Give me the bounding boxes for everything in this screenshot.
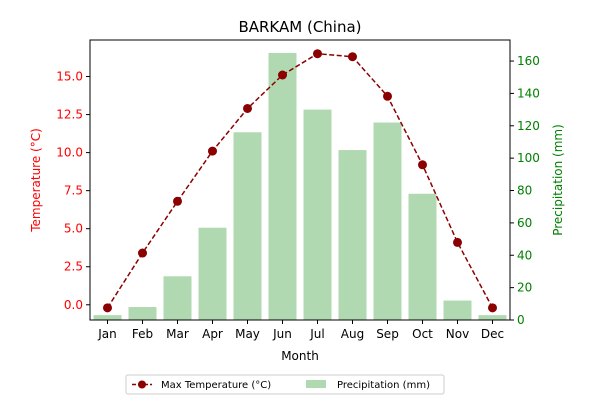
- x-axis-tick-label: Aug: [341, 327, 364, 341]
- legend-label-temperature: Max Temperature (°C): [161, 380, 271, 391]
- legend-label-precipitation: Precipitation (mm): [337, 380, 430, 391]
- x-axis-tick-label: Dec: [481, 327, 504, 341]
- x-axis-label: Month: [281, 349, 319, 363]
- precip-bar-oct: [408, 193, 437, 320]
- temperature-point-mar: [173, 196, 182, 206]
- left-axis-tick-label: 10.0: [56, 146, 83, 160]
- x-axis-tick-label: Jul: [309, 327, 324, 341]
- temperature-point-may: [243, 103, 252, 113]
- temperature-point-oct: [418, 160, 427, 170]
- temperature-point-jul: [313, 49, 322, 59]
- legend-frame: [125, 374, 445, 395]
- left-axis-tick-label: 0.0: [64, 298, 83, 312]
- x-axis-tick-label: Nov: [446, 327, 469, 341]
- precip-bar-nov: [443, 300, 472, 320]
- temperature-point-apr: [208, 146, 217, 156]
- axes: 0.0 2.5 5.0 7.5 10.0 12.5 15.0 0 20 40 60 80 100 120 1…: [56, 39, 540, 341]
- left-axis-tick-label: 7.5: [64, 184, 83, 198]
- right-axis-tick-label: 160: [517, 54, 540, 68]
- x-axis-tick-label: Sep: [376, 327, 399, 341]
- left-axis-tick-label: 5.0: [64, 222, 83, 236]
- temperature-line-path: [106, 52, 494, 309]
- right-axis-tick-label: 80: [517, 184, 532, 198]
- temperature-point-nov: [453, 237, 462, 247]
- left-axis-label: Temperature (°C): [29, 128, 43, 233]
- temperature-point-jan: [103, 303, 112, 313]
- legend-bar-swatch: [306, 380, 326, 388]
- temperature-line: [103, 49, 497, 313]
- left-axis-tick-label: 2.5: [64, 260, 83, 274]
- temperature-point-feb: [138, 248, 147, 258]
- left-axis-tick-label: 12.5: [56, 108, 83, 122]
- temperature-point-aug: [348, 52, 357, 62]
- right-axis-tick-label: 40: [517, 248, 532, 262]
- right-axis-label: Precipitation (mm): [551, 124, 565, 236]
- legend: Max Temperature (°C) Precipitation (mm): [125, 374, 445, 395]
- temperature-point-sep: [383, 91, 392, 101]
- precip-bar-sep: [373, 122, 402, 320]
- x-axis-tick-label: Feb: [132, 327, 153, 341]
- x-axis-tick-label: Mar: [166, 327, 189, 341]
- precip-bar-dec: [478, 315, 507, 320]
- precip-bar-mar: [163, 276, 192, 320]
- plot-frame: [89, 39, 511, 321]
- right-axis-tick-label: 100: [517, 151, 540, 165]
- precip-bar-apr: [198, 227, 227, 320]
- x-axis-tick-label: Jun: [272, 327, 292, 341]
- precipitation-bars: [93, 52, 507, 321]
- x-axis-tick-label: Apr: [202, 327, 223, 341]
- right-axis-tick-label: 20: [517, 281, 532, 295]
- chart-title: BARKAM (China): [238, 18, 361, 36]
- right-axis-tick-label: 120: [517, 119, 540, 133]
- precip-bar-feb: [128, 307, 157, 320]
- precip-bar-may: [233, 132, 262, 320]
- precip-bar-aug: [338, 150, 367, 320]
- right-axis-tick-label: 0: [517, 313, 525, 327]
- precip-bar-jan: [93, 315, 122, 320]
- left-axis-tick-label: 15.0: [56, 70, 83, 84]
- x-axis-tick-label: May: [235, 327, 260, 341]
- x-axis-tick-label: Jan: [97, 327, 117, 341]
- right-axis-tick-label: 60: [517, 216, 532, 230]
- right-axis-tick-label: 140: [517, 86, 540, 100]
- x-axis-tick-label: Oct: [412, 327, 433, 341]
- temperature-point-jun: [278, 70, 287, 80]
- legend-line-marker: [138, 380, 146, 389]
- temperature-point-dec: [488, 303, 497, 313]
- precip-bar-jul: [303, 109, 332, 321]
- precip-bar-jun: [268, 52, 297, 321]
